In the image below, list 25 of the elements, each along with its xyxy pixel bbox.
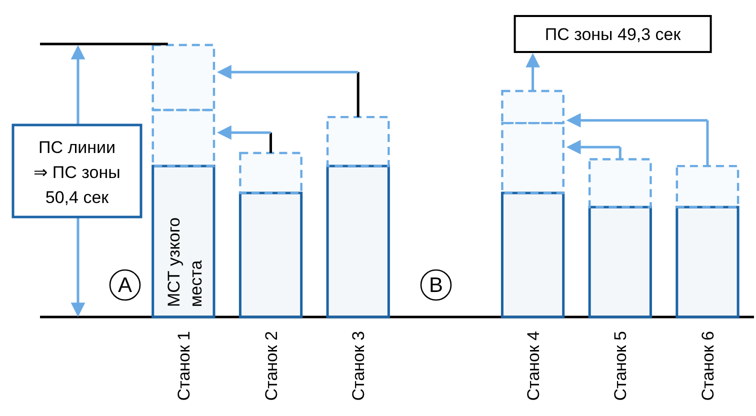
bar	[239, 152, 302, 194]
bar	[238, 192, 303, 318]
line-note-box: ПС линии ⇒ ПС зоны 50,4 сек	[12, 124, 142, 218]
bar	[152, 164, 216, 318]
annotation: B	[428, 274, 444, 297]
bar	[588, 158, 652, 208]
bar	[676, 164, 740, 208]
bar	[326, 116, 390, 168]
bar	[152, 44, 216, 112]
bar	[501, 122, 564, 194]
bar	[152, 108, 216, 168]
bar	[326, 164, 390, 318]
x-tick-label: Станок 5	[611, 331, 630, 401]
x-tick-label: Станок 1	[174, 331, 194, 401]
bar	[501, 90, 564, 124]
bar	[676, 206, 740, 318]
zone-note-box: ПС зоны 49,3 сек	[514, 15, 712, 53]
x-tick-label: Станок 6	[698, 331, 718, 401]
x-tick-label: Станок 3	[349, 331, 368, 401]
bar	[588, 206, 652, 318]
annotation: МСТ узкого места	[164, 217, 206, 307]
bar	[500, 192, 565, 318]
text: A	[118, 274, 132, 297]
x-tick-label: Станок 4	[524, 331, 543, 401]
x-tick-label: Станок 2	[262, 331, 281, 401]
